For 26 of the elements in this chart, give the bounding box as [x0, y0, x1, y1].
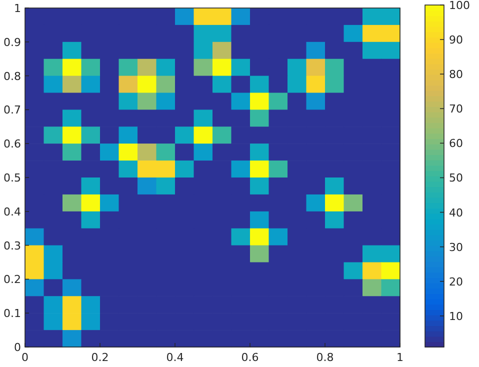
y-tick-label: 0.7	[4, 104, 21, 117]
y-tick-label: 0.2	[4, 273, 21, 286]
y-tick-label: 0.8	[4, 70, 21, 83]
y-tick-label: 0.3	[4, 239, 21, 252]
color-bar-label: 80	[449, 68, 463, 82]
y-tick-label: 0.5	[4, 172, 21, 184]
y-tick-label: 0.6	[4, 138, 21, 151]
x-tick-label: 1	[396, 351, 404, 364]
x-tick-label: 0.8	[316, 351, 334, 364]
color-bar-label: 20	[449, 275, 463, 288]
y-tick-label: 0.9	[4, 36, 21, 49]
y-tick-label: 1	[14, 2, 21, 15]
color-bar-label: 70	[449, 102, 463, 116]
color-bar-label: 90	[449, 34, 463, 47]
color-bar-label: 30	[449, 240, 463, 254]
x-tick-label: 0.2	[91, 351, 109, 364]
color-bar-label: 50	[449, 172, 463, 185]
color-bar-label: 100	[449, 0, 470, 12]
y-tick-label: 0	[14, 341, 21, 354]
y-tick-label: 0.4	[4, 205, 21, 218]
color-bar-label: 60	[449, 137, 463, 150]
y-tick-label: 0.1	[4, 307, 21, 320]
color-bar-label: 10	[449, 310, 463, 323]
color-bar-label: 40	[449, 206, 463, 220]
x-tick-label: 0.6	[241, 351, 259, 364]
x-tick-label: 0.4	[166, 351, 184, 364]
